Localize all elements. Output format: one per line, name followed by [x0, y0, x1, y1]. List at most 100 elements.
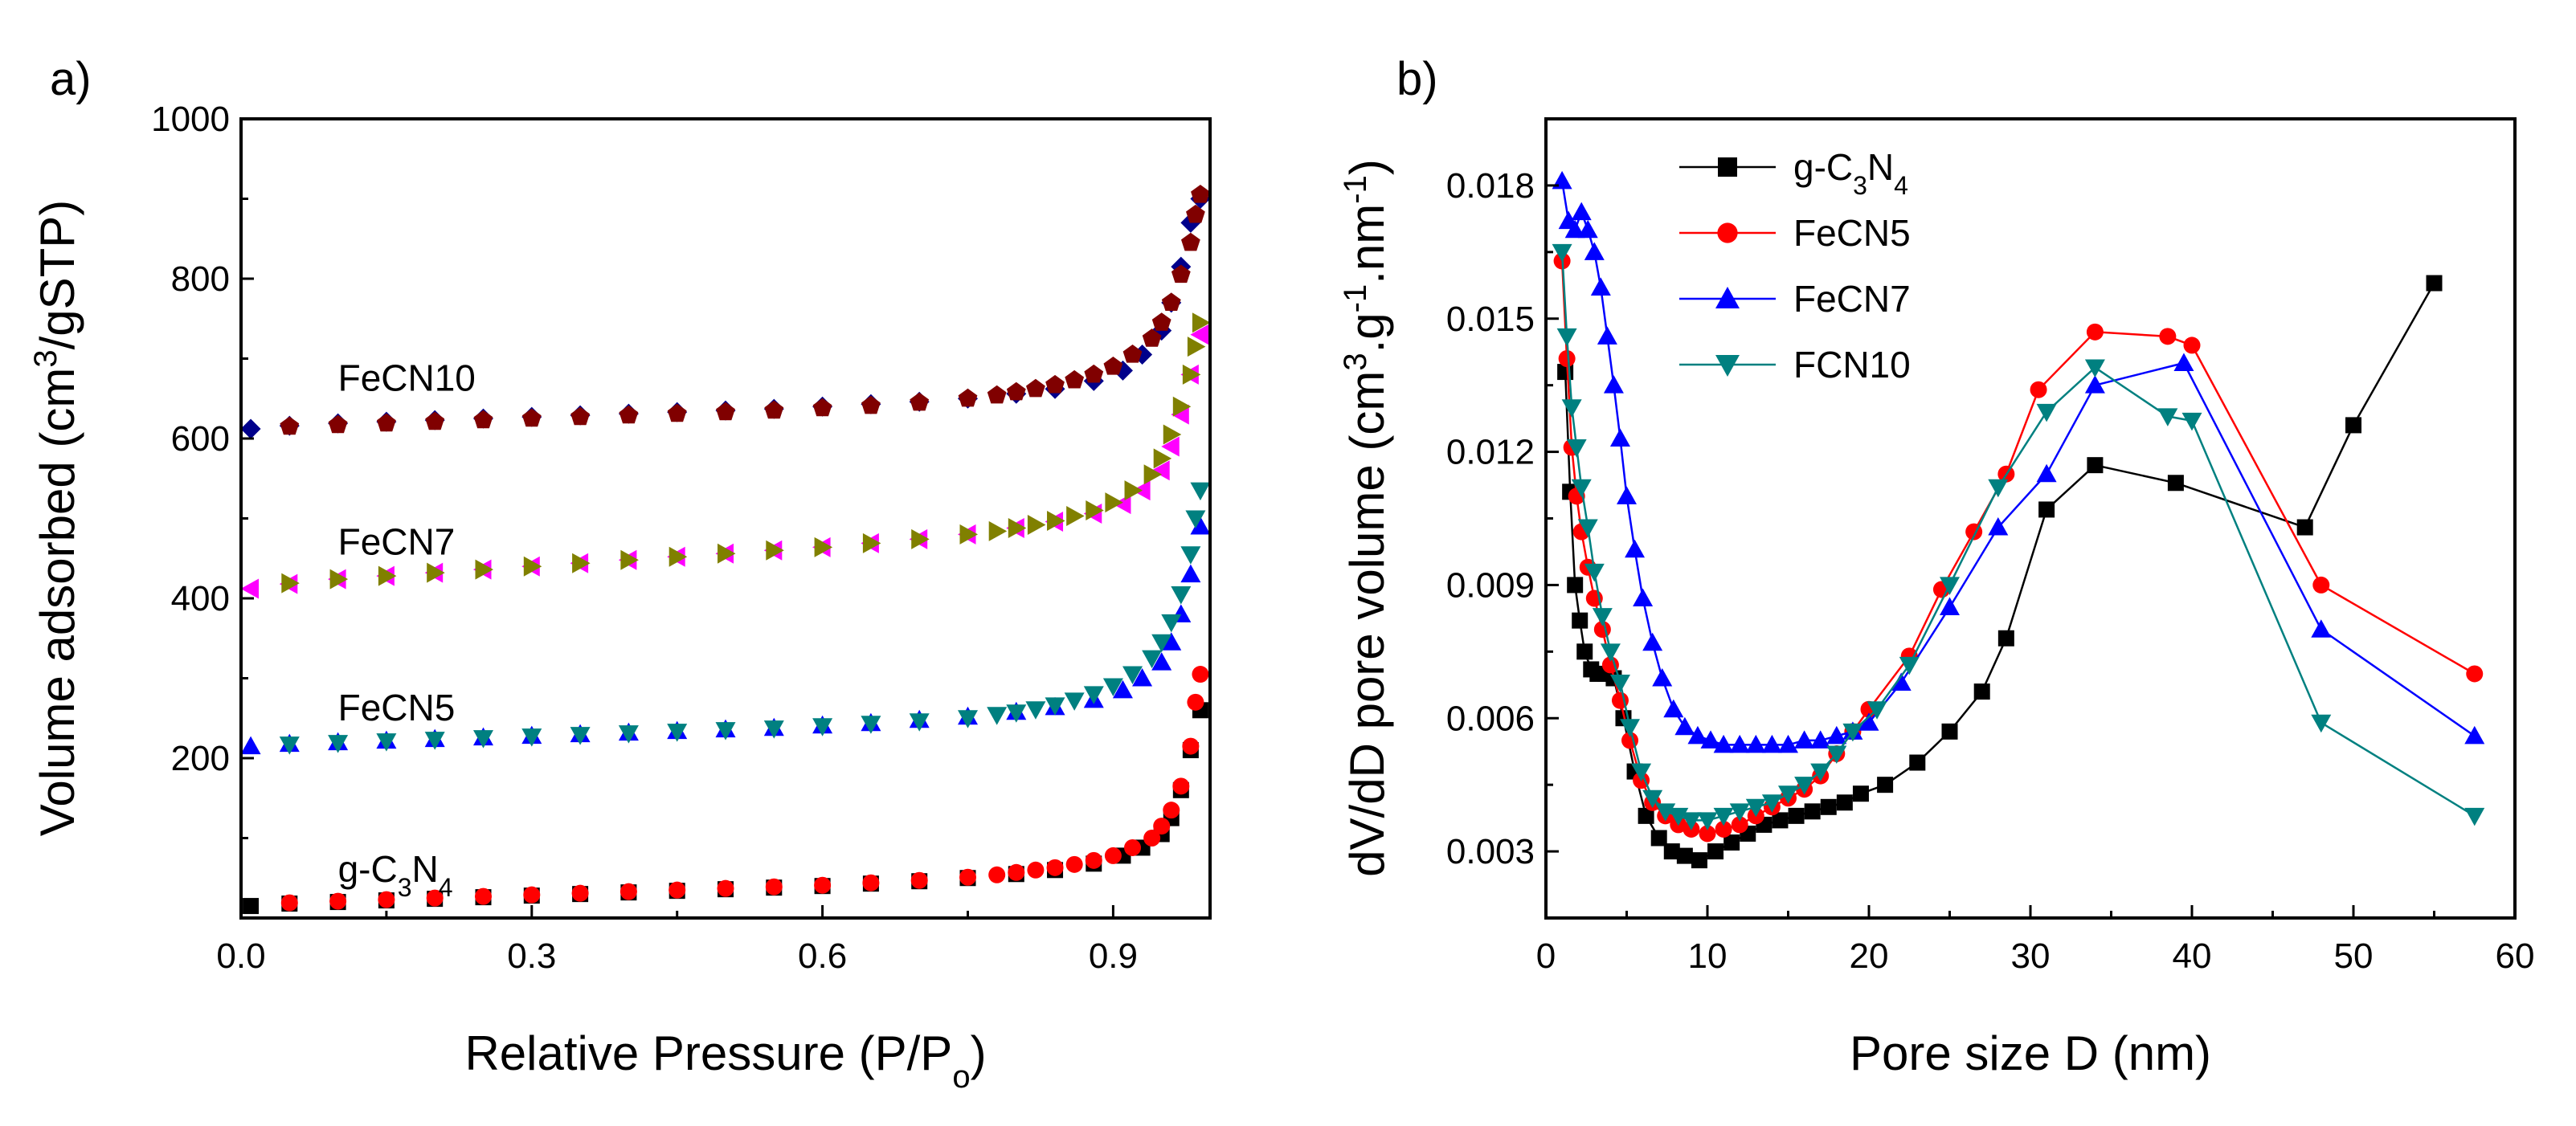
data-point	[2296, 519, 2313, 536]
data-point	[1192, 312, 1211, 333]
x-tick-label: 0	[1536, 936, 1556, 976]
data-point	[1151, 312, 1171, 331]
x-tick-label: 10	[1688, 936, 1728, 976]
data-point	[1047, 510, 1065, 531]
data-point	[1187, 693, 1204, 711]
data-point	[1788, 807, 1805, 824]
data-point	[521, 728, 542, 747]
data-point	[1691, 852, 1707, 869]
data-point	[2312, 576, 2330, 594]
data-point	[2311, 619, 2332, 638]
data-point	[1124, 480, 1143, 501]
data-point	[1663, 843, 1680, 860]
data-point	[2030, 381, 2047, 398]
data-point	[1182, 737, 1200, 755]
panel-a-frame	[239, 117, 1212, 920]
data-point	[814, 876, 832, 894]
x-tick-label: 50	[2334, 936, 2374, 976]
data-point	[861, 395, 881, 414]
data-point	[1577, 519, 1598, 538]
data-point	[1025, 701, 1046, 720]
data-point	[958, 710, 978, 728]
data-point	[1707, 843, 1724, 860]
panel-b-data-layer	[1552, 170, 2485, 869]
panel-a-annotations: FeCN10 FeCN7 FeCN5 g-C3N4	[338, 357, 476, 902]
data-point	[1650, 830, 1667, 847]
data-point	[1723, 834, 1740, 851]
data-point	[763, 720, 784, 739]
data-point	[1122, 666, 1143, 685]
data-point	[1571, 202, 1592, 221]
data-point	[861, 716, 881, 734]
data-point	[1561, 399, 1582, 418]
x-tick-label: 0.0	[216, 936, 265, 976]
data-point	[1601, 656, 1619, 674]
data-point	[1564, 219, 1585, 239]
series-line	[1564, 282, 2435, 862]
x-tick-label: 0.6	[798, 936, 847, 976]
data-point	[1552, 243, 1572, 263]
data-point	[2464, 807, 2485, 826]
data-point	[1556, 328, 1577, 347]
data-point	[378, 565, 397, 586]
y-tick-label: 800	[171, 259, 230, 299]
data-point	[1745, 734, 1766, 753]
data-point	[2466, 665, 2484, 683]
data-point	[765, 878, 783, 895]
data-point	[1826, 745, 1847, 764]
data-point	[988, 520, 1008, 541]
y-tick-label: 400	[171, 579, 230, 618]
series-7	[280, 185, 1210, 435]
data-point	[1161, 436, 1180, 457]
data-point	[1567, 577, 1584, 594]
data-point	[377, 413, 396, 432]
x-tick-label: 0.3	[507, 936, 556, 976]
data-point	[279, 736, 300, 755]
data-point	[716, 402, 735, 421]
data-point	[240, 578, 260, 599]
data-point	[1161, 632, 1182, 651]
data-point	[376, 733, 397, 752]
data-point	[280, 416, 300, 435]
data-point	[280, 894, 298, 912]
data-point	[281, 573, 300, 594]
data-point	[988, 866, 1006, 883]
data-point	[1988, 517, 2009, 536]
panel-b-legend: g-C3N4 FeCN5 FeCN7 FCN10	[1679, 146, 1911, 386]
data-point	[619, 883, 637, 900]
data-point	[1572, 612, 1589, 629]
data-point	[426, 889, 444, 907]
data-point	[1182, 364, 1201, 385]
data-point	[2036, 403, 2057, 422]
series-1	[280, 666, 1209, 912]
series-5	[281, 312, 1211, 594]
data-point	[1867, 701, 1887, 720]
data-point	[1104, 847, 1122, 864]
data-point	[1633, 588, 1654, 606]
data-point	[328, 735, 349, 753]
data-point	[1571, 479, 1592, 498]
legend-marker	[1717, 222, 1738, 243]
data-point	[1576, 643, 1593, 660]
data-point	[1142, 650, 1163, 669]
data-point	[521, 408, 542, 427]
data-point	[1190, 516, 1211, 535]
data-point	[2311, 714, 2332, 733]
data-point	[987, 707, 1008, 725]
data-point	[1151, 634, 1172, 653]
panel-b-label: b)	[1396, 53, 1438, 105]
data-point	[572, 553, 591, 573]
data-point	[1713, 734, 1734, 753]
data-point	[1151, 652, 1172, 671]
data-point	[1676, 847, 1693, 864]
data-point	[2084, 359, 2105, 378]
data-point	[1652, 668, 1673, 687]
data-point	[1161, 292, 1181, 311]
data-point	[240, 736, 261, 755]
data-point	[2173, 353, 2194, 372]
data-point	[1761, 734, 1782, 753]
data-point	[1143, 464, 1163, 485]
data-point	[1761, 794, 1782, 813]
data-point	[1699, 825, 1716, 842]
